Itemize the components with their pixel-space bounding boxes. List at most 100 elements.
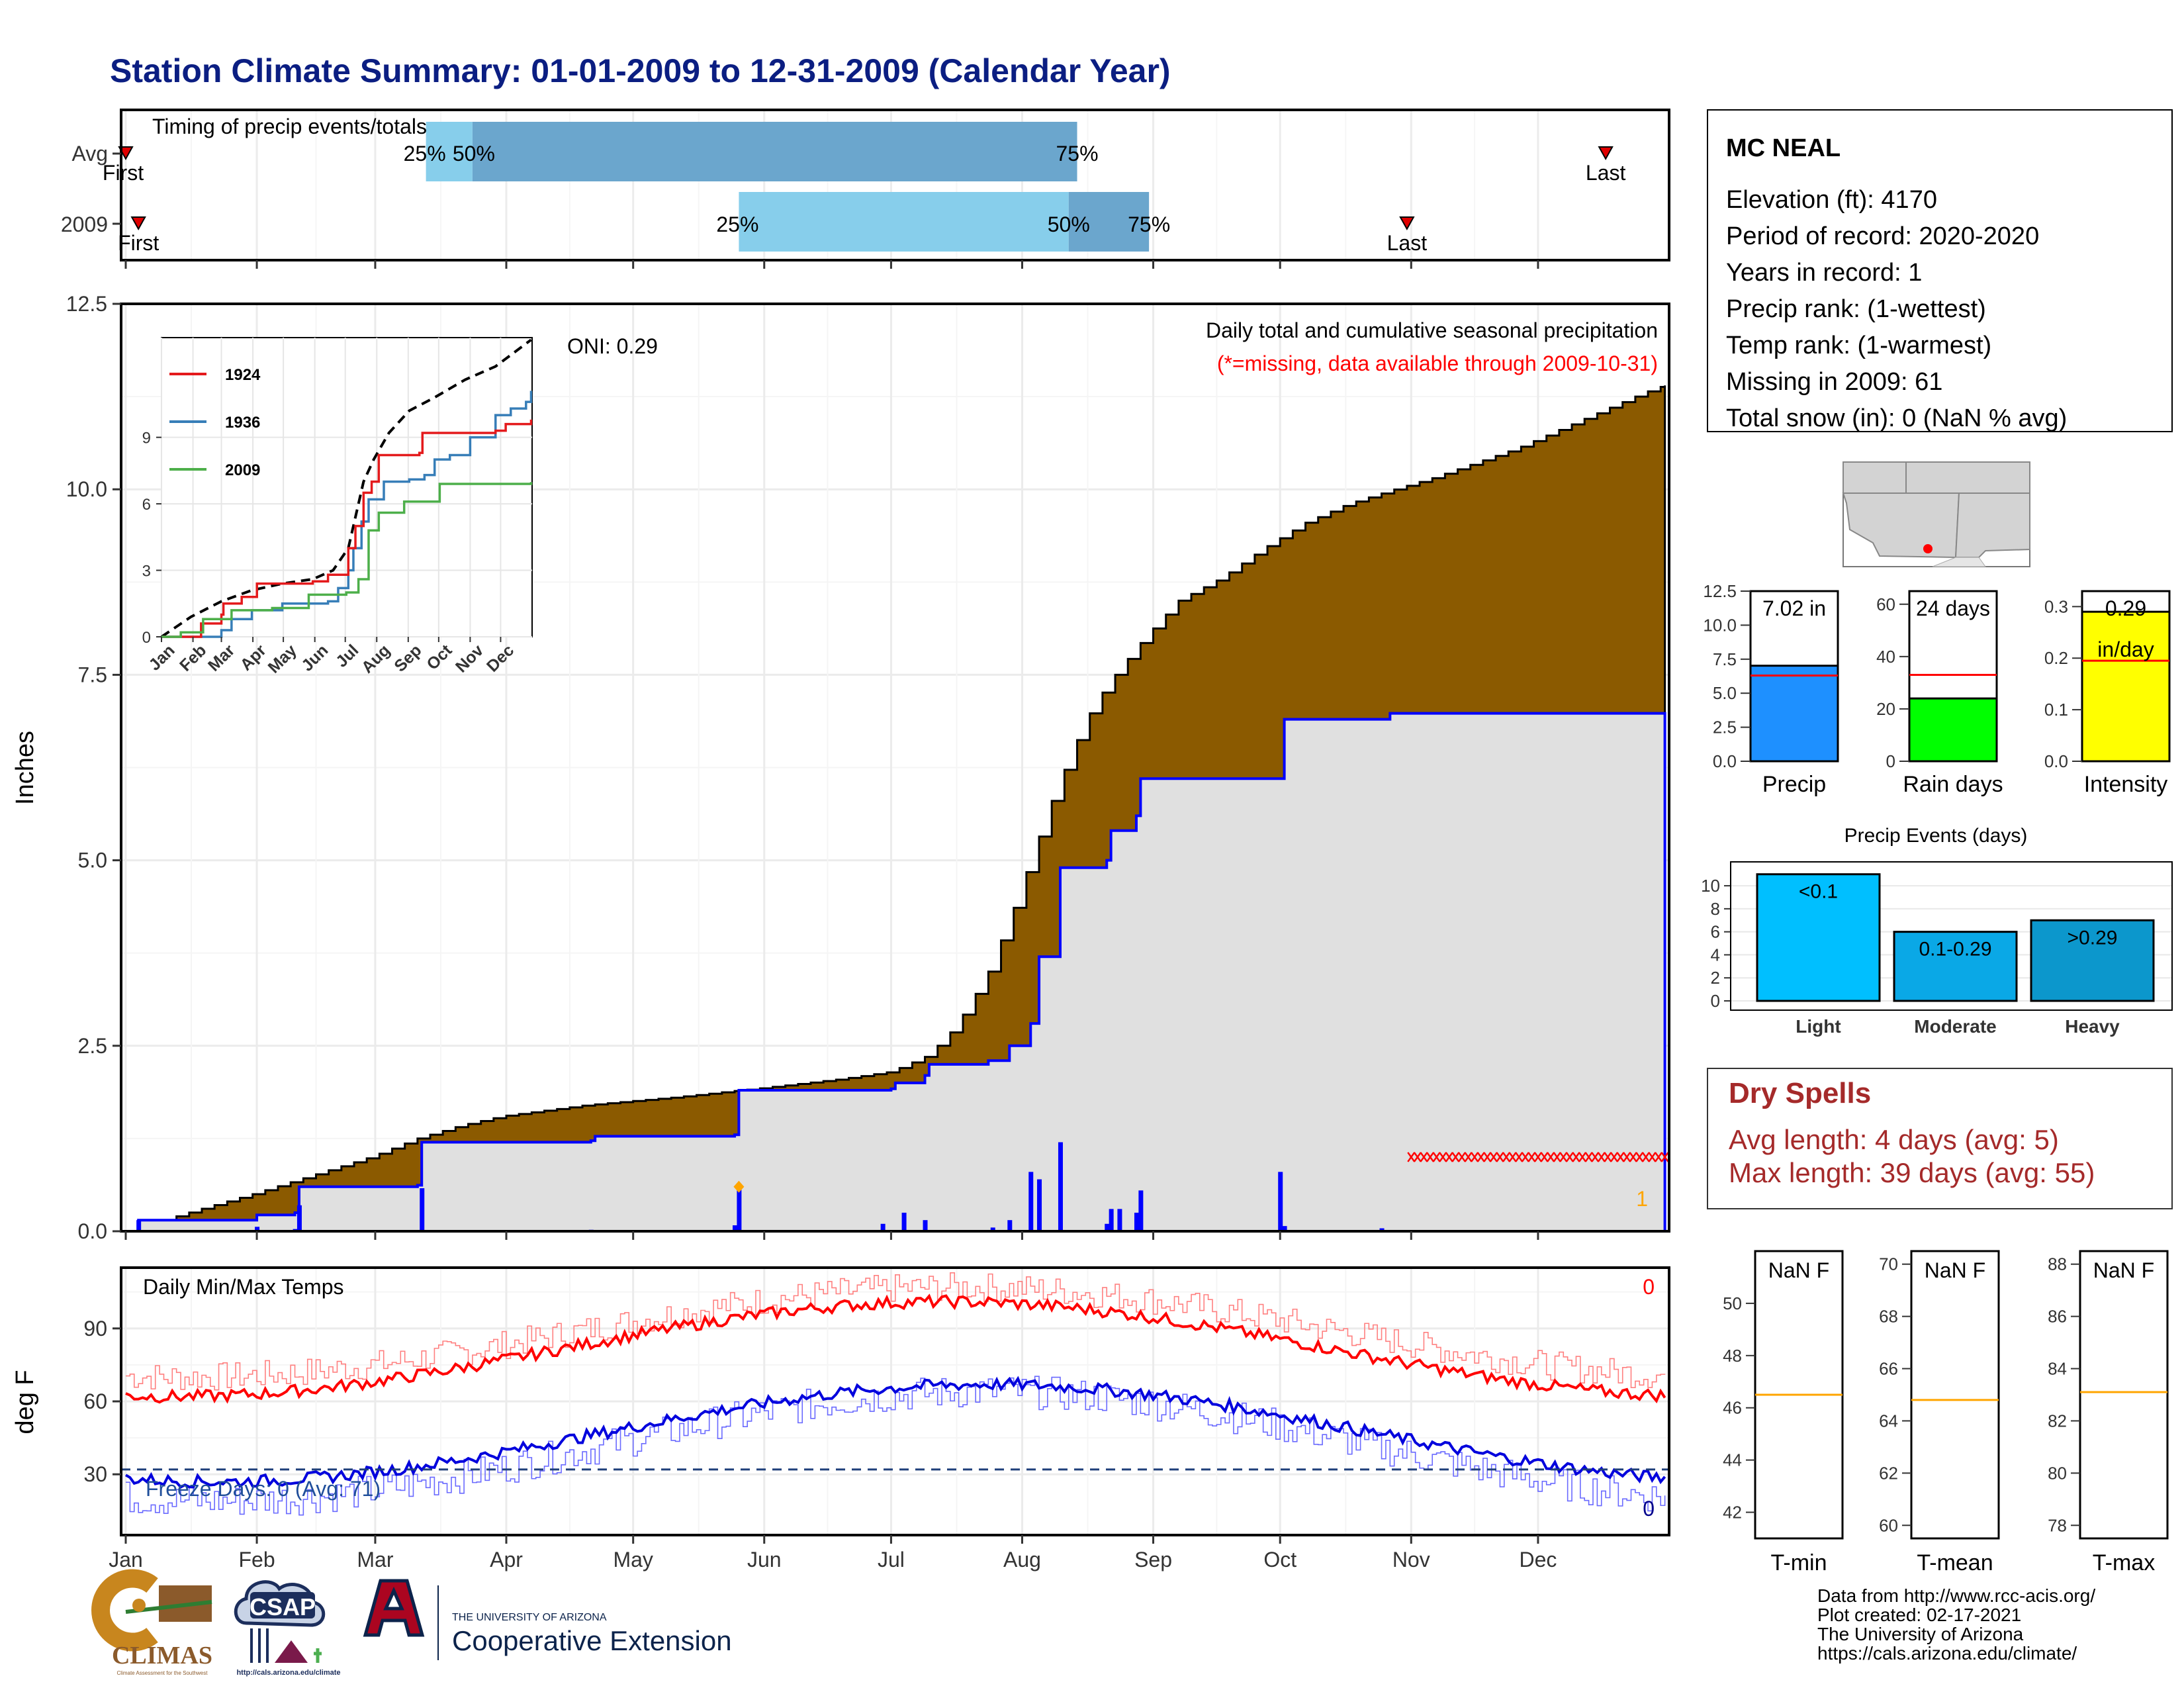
timing-q50-label: 50% xyxy=(1048,212,1090,236)
missing-marker xyxy=(1439,1152,1447,1162)
temp-box-value: NaN F xyxy=(1925,1258,1985,1282)
missing-marker xyxy=(1533,1152,1542,1162)
missing-marker xyxy=(1616,1152,1625,1162)
events-category-label: Light xyxy=(1796,1016,1841,1037)
month-label: Jan xyxy=(109,1548,143,1571)
inset-legend-label: 1936 xyxy=(225,414,260,432)
university-logo: THE UNIVERSITY OF ARIZONA Cooperative Ex… xyxy=(363,1579,732,1660)
temp-lines xyxy=(121,1272,1669,1516)
temp-box-label: T-min xyxy=(1771,1550,1827,1575)
events-category-label: Moderate xyxy=(1914,1016,1996,1037)
daily-precip-bar xyxy=(1028,1172,1034,1231)
precip-ytick-label: 2.5 xyxy=(78,1034,107,1058)
daily-precip-bar xyxy=(1134,1212,1139,1231)
dry-spells-avg: Avg length: 4 days (avg: 5) xyxy=(1729,1124,2059,1155)
temp-ytick-label: 90 xyxy=(83,1317,107,1340)
timing-q25-label: 25% xyxy=(404,142,446,165)
mini-bar-ytick-label: 20 xyxy=(1876,699,1895,719)
month-label: Jun xyxy=(747,1548,782,1571)
events-ytick-label: 2 xyxy=(1711,968,1720,988)
credit-line-4: https://cals.arizona.edu/climate/ xyxy=(1817,1643,2077,1664)
dry-spells-title: Dry Spells xyxy=(1729,1077,1871,1109)
daily-precip-bar xyxy=(1278,1172,1283,1231)
missing-marker xyxy=(1572,1152,1580,1162)
events-ytick-label: 6 xyxy=(1711,922,1720,942)
timing-bars: 25% 50% 75% First Last 25% 50% 75% First Last xyxy=(103,122,1626,255)
inset-avg-line xyxy=(160,338,532,638)
events-bar xyxy=(1893,931,2018,1002)
temp-box-ytick-label: 84 xyxy=(2048,1359,2067,1379)
inset-series-lines xyxy=(160,338,533,638)
timing-row-label-2009: 2009 xyxy=(61,212,108,236)
events-bar xyxy=(2030,919,2155,1002)
temp-max-avg-line xyxy=(125,1293,1666,1404)
temp-ytick-label: 30 xyxy=(83,1462,107,1486)
missing-marker xyxy=(1413,1152,1422,1162)
temp-box-ytick-label: 48 xyxy=(1723,1346,1742,1366)
temp-box-ytick-label: 44 xyxy=(1723,1450,1742,1470)
mini-bar-ytick-label: 0.0 xyxy=(2044,751,2068,771)
daily-precip-bar xyxy=(1105,1223,1110,1231)
timing-bar-q25-q50 xyxy=(426,122,473,181)
flag-diamond xyxy=(733,1180,745,1193)
temp-x-axis: Jan Feb Mar Apr May Jun Jul Aug Sep Oct Nov Dec xyxy=(109,1535,1557,1571)
temp-box-ytick-label: 68 xyxy=(1879,1307,1898,1327)
precip-panel: Daily total and cumulative seasonal prec… xyxy=(120,303,1670,1233)
mini-bar-value-unit: in/day xyxy=(2097,637,2154,661)
inset-y-axis: 0 3 6 9 xyxy=(142,430,161,647)
temp-y-axis: 30 60 90 xyxy=(83,1317,121,1486)
temp-ylabel: deg F xyxy=(11,1370,39,1434)
month-label: Aug xyxy=(1003,1548,1041,1571)
timing-bar-q50-q75 xyxy=(1068,192,1150,252)
credit-line-3: The University of Arizona xyxy=(1817,1624,2024,1644)
credit-line-2: Plot created: 02-17-2021 xyxy=(1817,1605,2021,1625)
missing-marker xyxy=(1483,1152,1492,1162)
temp-max-2009-line xyxy=(126,1272,1666,1391)
missing-marker xyxy=(1559,1152,1568,1162)
precip-ytick-label: 0.0 xyxy=(78,1219,107,1243)
temp-box-ytick-label: 64 xyxy=(1879,1411,1898,1430)
inset-legend-label: 2009 xyxy=(225,461,260,479)
mini-bar-label: Rain days xyxy=(1903,772,2003,797)
month-label: Dec xyxy=(1519,1548,1557,1571)
month-label: Mar xyxy=(357,1548,393,1571)
precip-frame xyxy=(120,303,1670,1233)
timing-last-marker xyxy=(1399,216,1415,231)
temp-min-avg-line xyxy=(125,1376,1666,1489)
missing-marker xyxy=(1635,1152,1644,1162)
daily-precip-bar xyxy=(136,1220,142,1231)
climas-logo: CLIMAS Climate Assessment for the Southw… xyxy=(91,1569,212,1676)
summary-mini-bars: 0.0 2.5 5.0 7.5 10.0 12.5 7.02 in Precip 0 20 40 60… xyxy=(1703,581,2171,797)
missing-marker xyxy=(1565,1152,1574,1162)
location-map xyxy=(1842,461,2030,567)
mini-bar-ytick-label: 60 xyxy=(1876,594,1895,614)
csap-logo-url: http://cals.arizona.edu/climate xyxy=(236,1669,340,1677)
month-label: Oct xyxy=(1263,1548,1297,1571)
temp-box-ytick-label: 66 xyxy=(1879,1359,1898,1379)
events-ytick-label: 10 xyxy=(1701,876,1720,896)
timing-last-marker-label: Last xyxy=(1387,231,1428,255)
timing-row-label-avg: Avg xyxy=(71,142,108,165)
missing-marker xyxy=(1553,1152,1561,1162)
mini-bar-ytick-label: 0.1 xyxy=(2044,700,2068,720)
mini-bar-ytick-label: 0.2 xyxy=(2044,648,2068,668)
timing-last-marker-label: Last xyxy=(1586,161,1626,185)
mini-bar-value-label: 24 days xyxy=(1916,596,1990,620)
daily-precip-bar xyxy=(923,1220,928,1231)
missing-marker xyxy=(1521,1152,1529,1162)
missing-marker xyxy=(1508,1152,1517,1162)
daily-precip-bar xyxy=(296,1205,302,1231)
timing-q25-label: 25% xyxy=(716,212,758,236)
temp-max-missing: 0 xyxy=(1643,1275,1655,1299)
events-bar-label: >0.29 xyxy=(2068,927,2118,949)
events-bar xyxy=(1756,873,1881,1002)
mini-bar-ytick-label: 7.5 xyxy=(1713,649,1737,669)
inset-ytick-label: 0 xyxy=(142,629,151,647)
inset-legend: 1924 1936 2009 xyxy=(169,366,261,479)
mini-bar-ytick-label: 0 xyxy=(1886,751,1895,771)
station-line-1: Elevation (ft): 4170 xyxy=(1726,186,1937,214)
temp-label: Daily Min/Max Temps xyxy=(143,1275,343,1299)
events-title: Precip Events (days) xyxy=(1844,825,2028,847)
missing-marker xyxy=(1584,1152,1593,1162)
